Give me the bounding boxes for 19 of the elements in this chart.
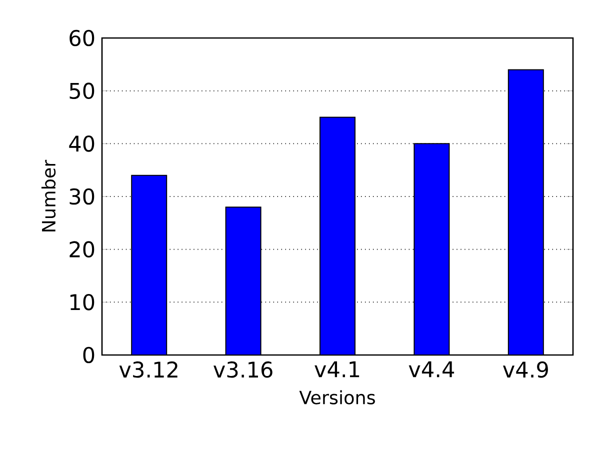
- x-tick-label: v4.1: [314, 361, 360, 378]
- bar: [131, 174, 168, 355]
- y-tick-label: 60: [70, 30, 94, 46]
- y-tick-label: 50: [70, 82, 94, 100]
- y-tick-label: 0: [83, 346, 94, 364]
- bar: [508, 69, 544, 355]
- bar: [414, 143, 450, 355]
- bar: [320, 116, 356, 355]
- x-tick-label: v3.12: [119, 361, 178, 378]
- y-tick-label: 40: [69, 136, 94, 152]
- y-tick-label: 20: [70, 241, 94, 258]
- x-tick-label: v3.16: [214, 361, 272, 378]
- x-axis-title: Versions: [299, 390, 375, 404]
- y-tick-label: 10: [70, 294, 94, 310]
- bar: [225, 206, 262, 355]
- y-tick-label: 30: [70, 188, 94, 205]
- x-tick-label: v4.4: [408, 361, 454, 378]
- y-axis-title: Number: [41, 160, 56, 232]
- x-tick-label: v4.9: [502, 361, 548, 378]
